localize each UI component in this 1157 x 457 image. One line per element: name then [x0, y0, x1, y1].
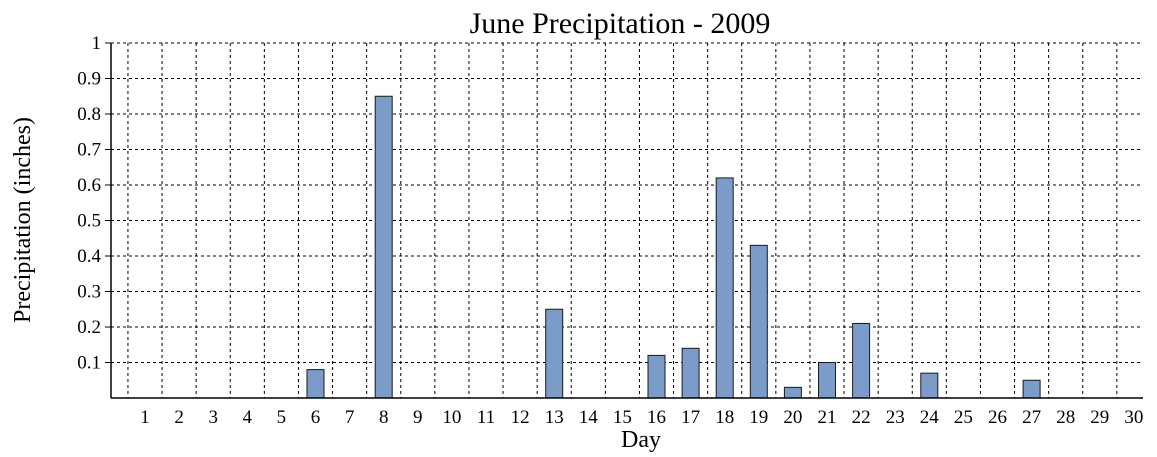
- bar-day-22: [852, 322, 871, 399]
- bar-day-27: [1022, 379, 1041, 399]
- x-tick-label: 21: [818, 407, 837, 428]
- bar-day-17: [681, 347, 700, 399]
- y-tick-label: 0.6: [77, 175, 101, 196]
- x-tick-label: 30: [1124, 407, 1143, 428]
- y-tick-label: 0.2: [77, 317, 101, 338]
- x-tick-label: 22: [852, 407, 871, 428]
- bar-day-16: [647, 354, 666, 399]
- x-tick-label: 6: [311, 407, 321, 428]
- x-tick-label: 9: [413, 407, 423, 428]
- x-tick-label: 25: [954, 407, 973, 428]
- bar-day-8: [374, 95, 393, 399]
- x-tick-label: 8: [379, 407, 389, 428]
- x-tick-label: 19: [749, 407, 768, 428]
- x-tick-label: 24: [920, 407, 940, 428]
- y-axis-title: Precipitation (inches): [10, 117, 36, 323]
- x-tick-label: 12: [511, 407, 530, 428]
- bars: [306, 95, 1041, 399]
- x-tick-label: 18: [715, 407, 734, 428]
- y-tick-label: 0.4: [77, 246, 101, 267]
- x-tick-label: 10: [442, 407, 461, 428]
- x-tick-label: 16: [647, 407, 666, 428]
- bar-day-21: [818, 362, 836, 399]
- x-tick-label: 27: [1022, 407, 1041, 428]
- bar-day-6: [306, 369, 325, 399]
- bar-day-19: [749, 244, 768, 399]
- y-tick-label: 0.3: [77, 282, 101, 303]
- x-tick-label: 13: [545, 407, 564, 428]
- y-tick-label: 0.1: [77, 353, 101, 374]
- x-tick-label: 1: [140, 407, 150, 428]
- bar-day-18: [715, 177, 734, 399]
- y-tick-label: 1: [92, 33, 102, 54]
- x-tick-label: 20: [783, 407, 802, 428]
- grid-lines: [111, 42, 1143, 398]
- x-tick-label: 23: [886, 407, 905, 428]
- y-tick-label: 0.5: [77, 211, 101, 232]
- bar-day-24: [920, 372, 939, 399]
- y-tick-label: 0.8: [77, 104, 101, 125]
- y-tick-label: 0.9: [77, 69, 101, 90]
- x-tick-label: 7: [345, 407, 355, 428]
- x-tick-label: 28: [1056, 407, 1075, 428]
- x-tick-label: 29: [1090, 407, 1109, 428]
- x-tick-label: 5: [277, 407, 287, 428]
- x-tick-label: 11: [477, 407, 495, 428]
- chart-title: June Precipitation - 2009: [470, 7, 771, 40]
- x-tick-label: 3: [208, 407, 218, 428]
- x-tick-label: 17: [681, 407, 700, 428]
- x-tick-label: 15: [613, 407, 632, 428]
- tick-labels: 0.10.20.30.40.50.60.70.80.911 2 3 4 5 6 7 8 9 10 1…: [77, 33, 1143, 428]
- x-tick-label: 26: [988, 407, 1007, 428]
- axes: [105, 42, 1143, 399]
- y-tick-label: 0.7: [77, 140, 101, 161]
- x-tick-label: 2: [174, 407, 184, 428]
- x-axis-title: Day: [621, 427, 661, 453]
- bar-day-20: [783, 386, 802, 399]
- x-tick-label: 14: [579, 407, 599, 428]
- bar-day-13: [545, 308, 564, 399]
- x-tick-label: 4: [243, 407, 253, 428]
